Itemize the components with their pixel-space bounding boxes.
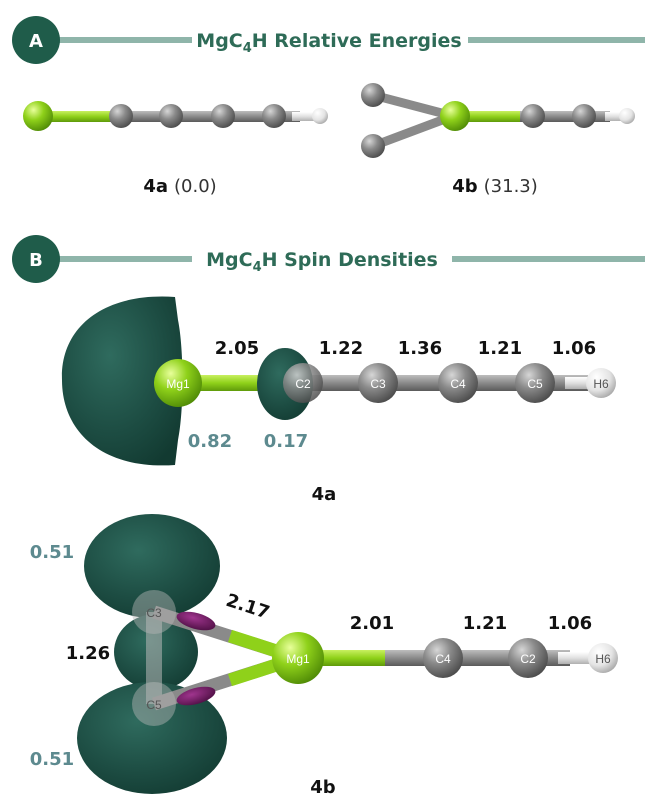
atom-c5	[132, 682, 176, 726]
atom-c3	[132, 590, 176, 634]
atom-mg1	[272, 632, 324, 684]
molecule-4a-label: 4a	[312, 484, 337, 505]
atom-label-h6: H6	[593, 377, 609, 391]
atom-label-mg1: Mg1	[286, 652, 310, 666]
molecule-4a-spin: Mg1 C2 C3 C4 C5 H6	[61, 296, 616, 466]
isomer-4b-caption: 4b (31.3)	[452, 176, 538, 197]
atom-c5	[515, 363, 555, 403]
panel-b-header: B MgC4H Spin Densities	[12, 235, 645, 283]
spin-density-label: 0.51	[30, 542, 74, 563]
atom-c4	[423, 638, 463, 678]
bond-length-label: 2.05	[215, 338, 259, 359]
panel-a-header: A MgC4H Relative Energies	[12, 16, 645, 64]
atom-mg1	[154, 359, 202, 407]
spin-density-label: 0.82	[188, 431, 232, 452]
header-line-left	[52, 37, 192, 43]
atom-c	[109, 104, 133, 128]
molecule-4b-small	[361, 83, 635, 158]
bond-chain	[110, 111, 300, 122]
atom-label-c5: C5	[146, 698, 162, 712]
spin-density-label: 0.17	[264, 431, 308, 452]
spin-density-label: 0.51	[30, 749, 74, 770]
atom-h	[619, 108, 635, 124]
bond-length-label: 1.22	[319, 338, 363, 359]
atom-h	[312, 108, 328, 124]
molecule-4a-small	[23, 101, 328, 131]
bond-c-h	[605, 112, 625, 121]
bond-mg-c	[455, 111, 523, 122]
bond-length-label: 2.01	[350, 613, 394, 634]
molecule-4b-label: 4b	[310, 777, 336, 798]
header-line-right	[452, 256, 645, 262]
isomer-4a-caption: 4a (0.0)	[143, 176, 216, 197]
atom-mg	[440, 101, 470, 131]
atom-label-c5: C5	[527, 377, 543, 391]
panel-b-badge	[12, 235, 60, 283]
bond-length-label: 1.06	[552, 338, 596, 359]
panel-b-title: MgC4H Spin Densities	[206, 249, 438, 275]
spin-lobe-mg	[61, 296, 183, 466]
atom-label-c3: C3	[370, 377, 386, 391]
atom-c	[159, 104, 183, 128]
bond-length-label: 1.26	[66, 643, 110, 664]
bond-length-label: 1.36	[398, 338, 442, 359]
spin-lobe-bottom	[77, 682, 227, 794]
atom-label-c3: C3	[146, 606, 162, 620]
bond-c-h	[292, 112, 316, 121]
atom-label-h6: H6	[595, 652, 611, 666]
atom-c	[521, 104, 545, 128]
panel-a-letter: A	[29, 31, 43, 52]
molecule-4b-spin: C3 C5 Mg1 C4 C2 H6	[77, 514, 618, 794]
bond-chain	[520, 111, 610, 122]
panel-a-title: MgC4H Relative Energies	[196, 30, 461, 56]
bond-c-mg-top	[371, 90, 455, 121]
atom-label-mg1: Mg1	[166, 377, 190, 391]
negative-spin-lobe	[176, 611, 216, 631]
header-line-left	[52, 256, 192, 262]
atom-h6	[588, 643, 618, 673]
atom-c3	[358, 363, 398, 403]
atom-c	[361, 83, 385, 107]
atom-label-c2: C2	[295, 377, 311, 391]
atom-h6	[586, 368, 616, 398]
atom-c4	[438, 363, 478, 403]
atom-c2	[283, 363, 323, 403]
atom-c	[262, 104, 286, 128]
panel-a-badge	[12, 16, 60, 64]
atom-label-c2: C2	[520, 652, 536, 666]
atom-mg	[23, 101, 53, 131]
header-line-right	[468, 37, 645, 43]
atom-c	[361, 134, 385, 158]
bond-length-label: 1.21	[478, 338, 522, 359]
bond-c-mg-bottom	[371, 111, 455, 151]
panel-b-letter: B	[29, 250, 43, 271]
atom-c2	[508, 638, 548, 678]
negative-spin-lobe	[176, 686, 216, 706]
bond-length-label: 2.17	[223, 590, 272, 624]
atom-c	[572, 104, 596, 128]
atom-c	[211, 104, 235, 128]
atom-label-c4: C4	[435, 652, 451, 666]
bond-length-label: 1.06	[548, 613, 592, 634]
bond-mg-c	[40, 111, 115, 122]
spin-lobe-top	[84, 514, 220, 618]
bond-length-label: 1.21	[463, 613, 507, 634]
atom-label-c4: C4	[450, 377, 466, 391]
